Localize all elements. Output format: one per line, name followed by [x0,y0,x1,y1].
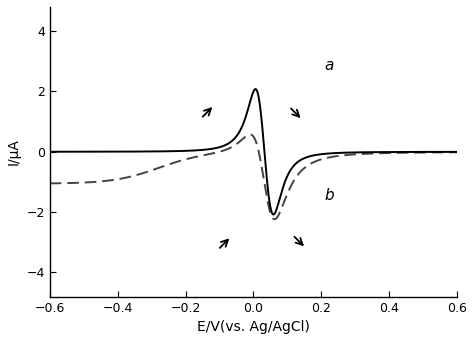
Y-axis label: I/μA: I/μA [7,138,21,165]
Text: a: a [325,58,334,73]
X-axis label: E/V(vs. Ag/AgCl): E/V(vs. Ag/AgCl) [197,320,310,334]
Text: b: b [325,188,334,203]
